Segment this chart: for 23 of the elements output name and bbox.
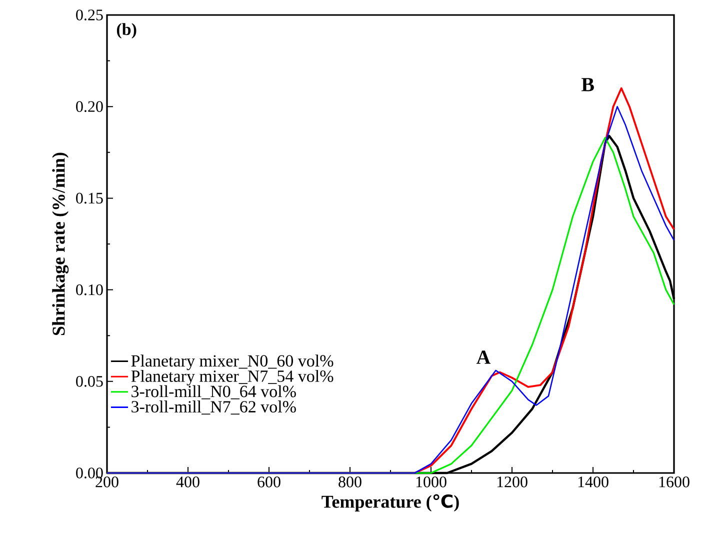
annotation: B <box>581 78 594 92</box>
y-tick-label: 0.10 <box>76 284 103 296</box>
x-tick-label: 1200 <box>497 476 528 488</box>
legend-label: 3-roll-mill_N7_62 vol% <box>132 400 296 415</box>
x-tick-label: 1400 <box>578 476 608 488</box>
y-tick-label: 0.25 <box>76 10 103 20</box>
x-tick-label: 1600 <box>659 476 690 488</box>
x-tick-label: 200 <box>96 476 118 488</box>
annotation: (b) <box>116 23 136 39</box>
x-tick-label: 800 <box>338 476 362 488</box>
legend-label: Planetary mixer_N0_60 vol% <box>131 354 334 370</box>
legend-label: 3-roll-mill_N0_64 vol% <box>132 385 296 400</box>
x-axis-title: Temperature (℃) <box>322 494 459 512</box>
y-tick-label: 0.15 <box>76 192 103 204</box>
legend-label: Planetary mixer_N7_54 vol% <box>131 370 334 386</box>
x-tick-label: 1000 <box>416 476 446 488</box>
x-tick-label: 400 <box>176 476 200 488</box>
y-tick-label: 0.20 <box>76 101 103 112</box>
y-axis-title: Shrinkage rate (%/min) <box>52 152 69 336</box>
y-tick-label: 0.00 <box>76 468 103 478</box>
annotation: A <box>476 350 491 364</box>
y-tick-label: 0.05 <box>76 376 103 387</box>
x-tick-label: 600 <box>258 476 280 488</box>
